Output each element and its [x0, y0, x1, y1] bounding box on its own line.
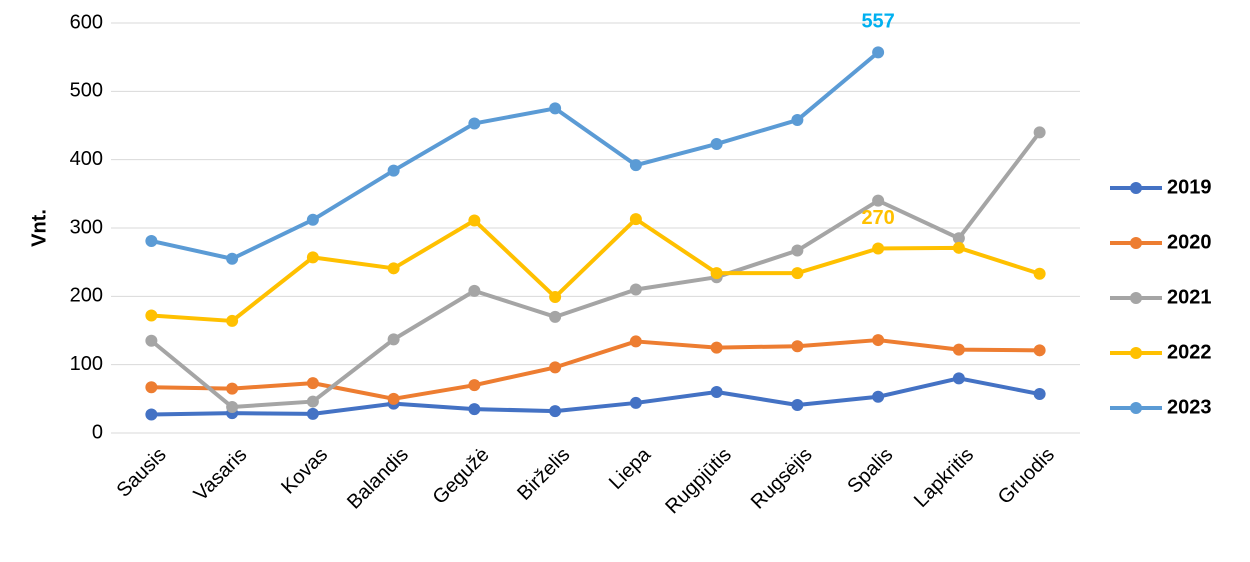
x-tick-label: Kovas: [277, 444, 332, 499]
x-tick-label: Gegužė: [429, 444, 494, 509]
data-point: [629, 159, 642, 172]
x-tick-label: Balandis: [343, 444, 413, 514]
data-point: [710, 386, 723, 398]
legend-label: 2023: [1167, 396, 1212, 418]
data-point: [468, 379, 481, 392]
data-point: [710, 267, 723, 280]
data-point: [952, 372, 965, 385]
data-point: [387, 262, 400, 275]
data-point: [226, 382, 239, 395]
data-point: [791, 340, 804, 353]
legend-marker: [1130, 347, 1142, 359]
data-point: [468, 214, 481, 227]
data-point: [872, 334, 885, 347]
x-tick-label: Rugpjūtis: [661, 444, 736, 519]
y-tick-label: 100: [70, 353, 103, 375]
data-point: [629, 213, 642, 226]
data-point: [306, 395, 319, 408]
data-point: [872, 46, 885, 59]
data-point: [710, 341, 723, 354]
x-tick-label: Spalis: [843, 444, 897, 498]
data-point: [791, 267, 804, 280]
data-point: [145, 408, 158, 421]
data-point: [387, 392, 400, 405]
x-tick-label: Sausis: [113, 444, 171, 502]
data-point: [387, 164, 400, 177]
data-point: [226, 314, 239, 327]
y-tick-label: 500: [70, 80, 103, 102]
x-tick-label: Vasaris: [190, 444, 252, 506]
series-line: [150, 131, 1042, 410]
legend-label: 2021: [1167, 286, 1212, 308]
data-point: [387, 333, 400, 346]
y-axis-label: Vnt.: [28, 209, 50, 247]
legend-marker: [1130, 237, 1142, 249]
y-tick-label: 400: [70, 148, 103, 170]
legend-marker: [1130, 402, 1142, 414]
legend-marker: [1130, 182, 1142, 194]
legend-label: 2022: [1167, 341, 1212, 363]
data-point: [226, 401, 239, 414]
data-point: [468, 403, 481, 416]
data-point: [468, 284, 481, 297]
data-point: [952, 241, 965, 254]
data-point: [791, 398, 804, 411]
series-line: [151, 376, 1041, 417]
series-line: [151, 338, 1040, 401]
data-point: [872, 194, 885, 207]
data-point: [549, 361, 562, 374]
legend-marker: [1130, 292, 1142, 304]
data-point: [872, 242, 885, 255]
data-point: [145, 309, 158, 322]
data-point: [629, 283, 642, 296]
data-point: [1033, 344, 1046, 357]
data-point: [306, 251, 319, 264]
data-point: [710, 137, 723, 150]
data-point: [306, 407, 319, 420]
x-tick-label: Gruodis: [994, 444, 1059, 509]
series-line: [151, 217, 1041, 323]
data-point: [549, 291, 562, 304]
data-point: [1033, 126, 1046, 139]
legend-label: 2020: [1167, 231, 1212, 253]
data-point: [468, 117, 481, 130]
series-line: [150, 50, 880, 261]
data-point: [952, 232, 965, 245]
y-tick-label: 0: [92, 421, 103, 443]
data-point: [549, 310, 562, 323]
data-label: 270: [861, 207, 894, 229]
data-point: [791, 114, 804, 127]
data-point: [629, 335, 642, 348]
x-tick-label: Rugsėjis: [747, 444, 817, 514]
data-point: [549, 102, 562, 115]
data-point: [306, 377, 319, 390]
y-tick-label: 600: [70, 11, 103, 33]
data-point: [1033, 388, 1046, 401]
data-point: [629, 396, 642, 409]
legend-label: 2019: [1167, 176, 1212, 198]
data-point: [145, 234, 158, 247]
data-point: [226, 252, 239, 265]
x-tick-label: Lapkritis: [910, 444, 978, 512]
data-point: [145, 334, 158, 347]
data-point: [306, 213, 319, 226]
y-tick-label: 300: [70, 216, 103, 238]
data-label: 557: [861, 11, 894, 33]
y-tick-label: 200: [70, 285, 103, 307]
x-tick-label: Birželis: [513, 444, 574, 505]
x-tick-label: Liepa: [605, 443, 656, 494]
data-point: [791, 244, 804, 257]
data-point: [549, 405, 562, 418]
data-point: [952, 343, 965, 356]
data-point: [1033, 267, 1046, 280]
data-point: [872, 390, 885, 403]
data-point: [145, 381, 158, 394]
